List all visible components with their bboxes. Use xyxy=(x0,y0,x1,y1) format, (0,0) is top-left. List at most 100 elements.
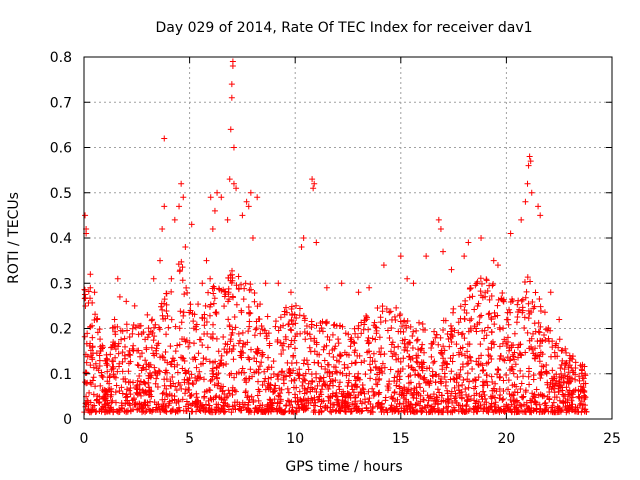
data-point xyxy=(113,382,120,389)
data-point xyxy=(397,311,404,318)
data-point xyxy=(176,382,183,389)
data-point xyxy=(254,408,261,415)
data-point xyxy=(456,371,463,378)
data-point xyxy=(490,280,497,287)
data-point xyxy=(99,387,106,394)
data-point xyxy=(206,358,213,365)
data-point xyxy=(497,373,504,380)
data-point xyxy=(123,321,130,328)
data-point xyxy=(182,390,189,397)
data-point xyxy=(483,378,490,385)
data-point xyxy=(414,371,421,378)
data-point xyxy=(115,350,122,357)
data-point xyxy=(369,403,376,410)
data-point xyxy=(561,372,568,379)
data-point xyxy=(409,332,416,339)
data-point xyxy=(574,408,581,415)
data-point xyxy=(300,235,307,241)
data-point xyxy=(213,392,220,399)
data-point xyxy=(248,393,255,400)
data-point xyxy=(566,352,573,359)
data-point xyxy=(433,396,440,403)
data-point xyxy=(231,374,238,381)
data-point xyxy=(369,335,376,342)
data-point xyxy=(285,343,292,350)
data-point xyxy=(478,312,485,319)
data-point xyxy=(389,353,396,360)
data-point xyxy=(116,293,123,300)
data-point xyxy=(177,267,184,274)
data-point xyxy=(155,367,162,374)
data-point xyxy=(326,373,333,380)
data-point xyxy=(275,280,282,287)
data-point xyxy=(410,280,417,287)
data-point xyxy=(477,275,484,282)
data-point xyxy=(233,282,240,289)
data-point xyxy=(498,296,505,303)
data-point xyxy=(530,330,537,337)
data-point xyxy=(537,308,544,315)
data-point xyxy=(509,366,516,373)
data-point xyxy=(396,312,403,319)
data-point xyxy=(384,327,391,334)
data-point xyxy=(322,319,329,326)
data-point xyxy=(407,339,414,346)
data-point xyxy=(444,390,451,397)
data-point xyxy=(336,386,343,393)
x-axis-title: GPS time / hours xyxy=(285,459,402,475)
data-point xyxy=(443,364,450,371)
data-point xyxy=(88,381,95,388)
data-point xyxy=(448,338,455,345)
data-point xyxy=(147,398,154,405)
data-point xyxy=(521,279,528,286)
data-point xyxy=(238,281,245,288)
data-point xyxy=(326,382,333,389)
data-point xyxy=(148,344,155,351)
data-point xyxy=(178,385,185,392)
data-point xyxy=(347,343,354,350)
data-point xyxy=(281,311,288,318)
data-point xyxy=(463,310,470,317)
data-point xyxy=(477,341,484,348)
data-point xyxy=(483,360,490,367)
data-point xyxy=(435,373,442,380)
data-point xyxy=(231,399,238,406)
data-point xyxy=(428,403,435,410)
data-point xyxy=(146,361,153,368)
data-point xyxy=(475,405,482,412)
data-point xyxy=(163,290,170,297)
data-point xyxy=(183,284,190,291)
data-point xyxy=(367,367,374,374)
data-point xyxy=(322,404,329,411)
data-point xyxy=(479,396,486,403)
data-point xyxy=(508,392,515,399)
data-point xyxy=(359,407,366,414)
data-point xyxy=(447,322,454,329)
data-point xyxy=(542,399,549,406)
data-point xyxy=(159,225,166,232)
data-point xyxy=(149,316,156,323)
data-point xyxy=(189,400,196,407)
data-point xyxy=(479,362,486,369)
data-point xyxy=(310,185,317,192)
data-point xyxy=(417,407,424,414)
data-point xyxy=(564,399,571,406)
data-point xyxy=(305,380,312,387)
data-point xyxy=(316,393,323,400)
y-tick-label: 0.2 xyxy=(50,322,72,338)
data-point xyxy=(477,402,484,409)
data-point xyxy=(200,360,207,367)
data-point xyxy=(563,384,570,391)
data-point xyxy=(488,373,495,380)
data-point xyxy=(344,390,351,397)
data-point xyxy=(318,408,325,415)
data-point xyxy=(525,404,532,411)
data-point xyxy=(161,203,168,210)
data-point xyxy=(429,395,436,402)
data-point xyxy=(296,388,303,395)
data-point xyxy=(201,394,207,401)
data-point xyxy=(552,353,559,360)
data-point xyxy=(230,144,237,151)
data-point xyxy=(451,384,458,391)
data-point xyxy=(195,350,202,357)
